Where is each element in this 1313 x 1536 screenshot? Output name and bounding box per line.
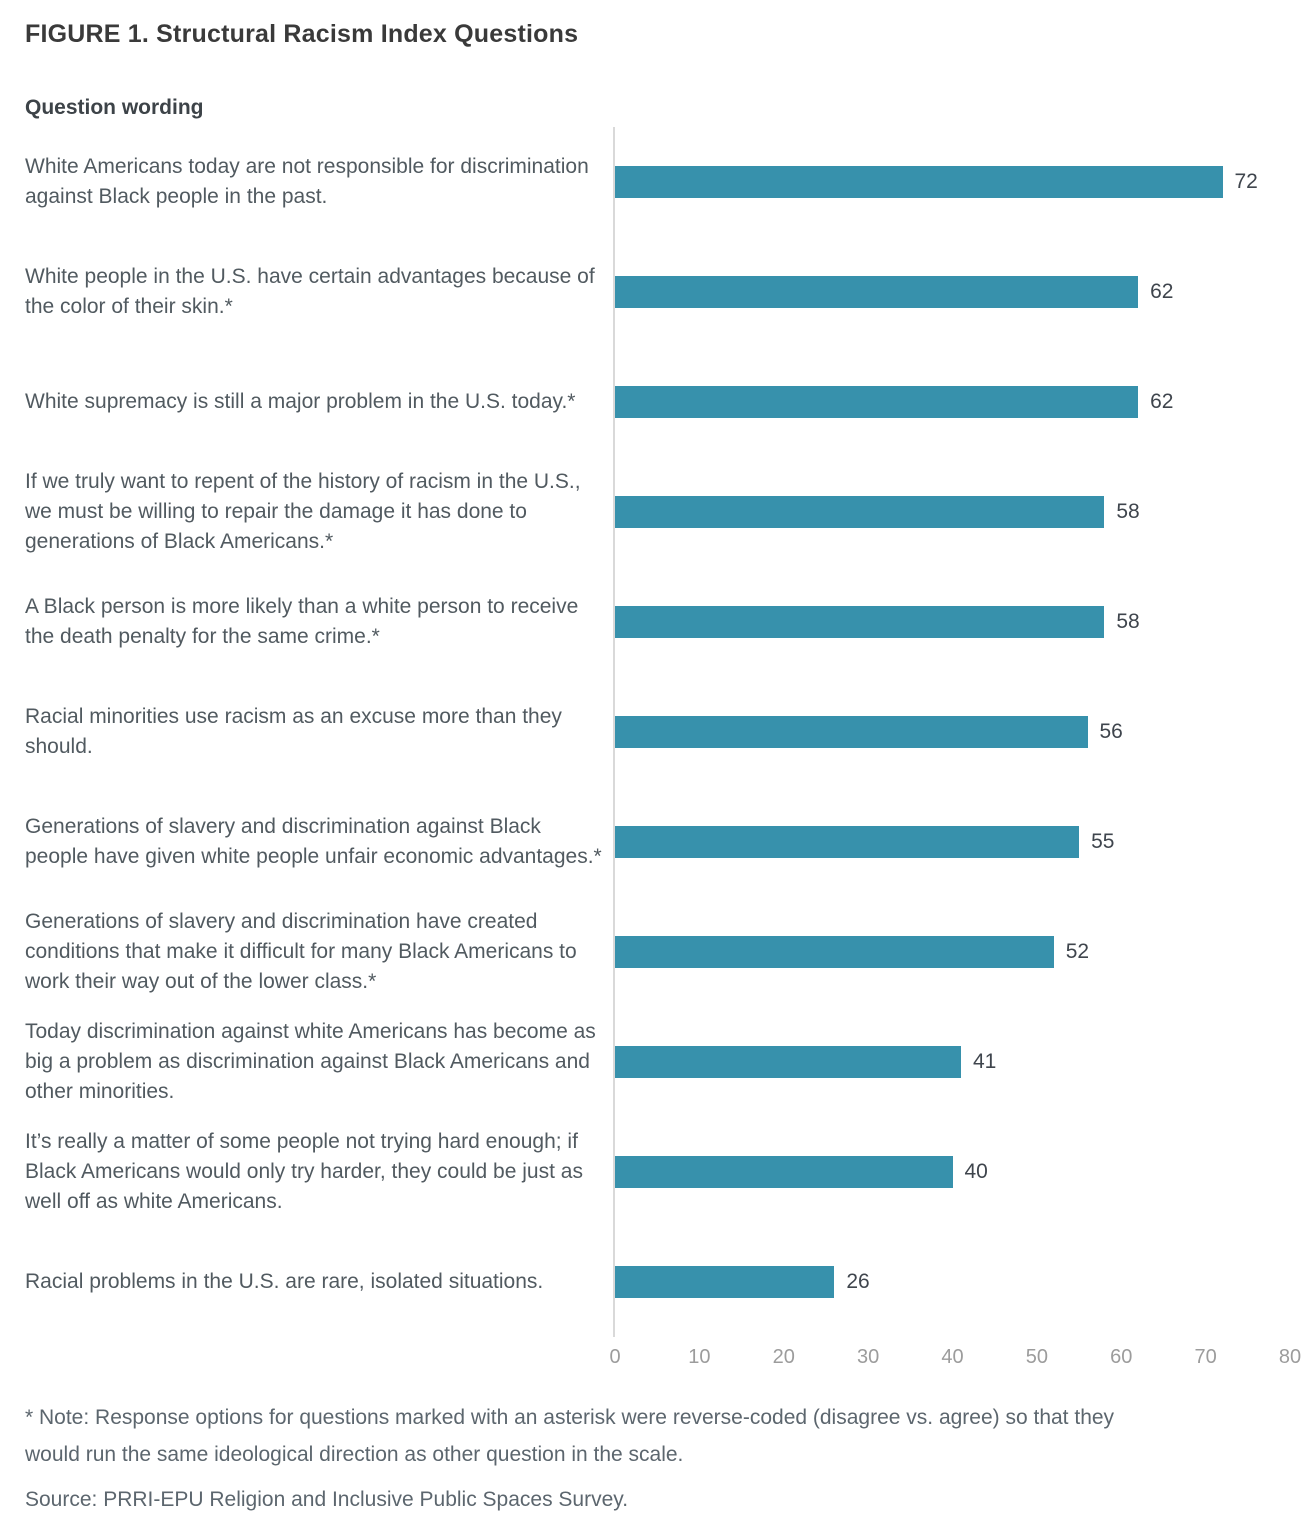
plot-cell: 58 (613, 567, 1290, 677)
chart-row: Racial minorities use racism as an excus… (25, 677, 1288, 787)
bar (615, 826, 1080, 858)
x-tick-label: 20 (772, 1346, 795, 1368)
question-label: It’s really a matter of some people not … (25, 1130, 583, 1213)
bar-value-label: 40 (964, 1160, 988, 1183)
bar (615, 606, 1105, 638)
chart-row: Today discrimination against white Ameri… (25, 1007, 1288, 1117)
bar (615, 936, 1054, 968)
plot-cell: 40 (613, 1117, 1290, 1227)
chart-row: It’s really a matter of some people not … (25, 1117, 1288, 1227)
chart-row: White people in the U.S. have certain ad… (25, 237, 1288, 347)
column-header-question-wording: Question wording (25, 96, 204, 119)
plot-cell: 52 (613, 897, 1290, 1007)
bar-value-label: 26 (846, 1270, 870, 1293)
question-label: White Americans today are not responsibl… (25, 155, 589, 208)
plot-cell: 26 (613, 1227, 1290, 1337)
plot-cell: 62 (613, 347, 1290, 457)
bar-value-label: 58 (1116, 500, 1140, 523)
question-label: Racial minorities use racism as an excus… (25, 705, 562, 758)
plot-cell: 62 (613, 237, 1290, 347)
structural-racism-index-bar-chart: White Americans today are not responsibl… (25, 127, 1301, 1383)
question-label: White people in the U.S. have certain ad… (25, 265, 595, 318)
bar (615, 166, 1223, 198)
bar-value-label: 56 (1099, 720, 1123, 743)
question-label: If we truly want to repent of the histor… (25, 470, 581, 553)
x-tick-label: 80 (1278, 1346, 1302, 1368)
bar (615, 276, 1139, 308)
plot-cell: 55 (613, 787, 1290, 897)
figure-title: FIGURE 1. Structural Racism Index Questi… (25, 20, 579, 48)
x-tick-label: 30 (857, 1346, 880, 1368)
chart-row: Racial problems in the U.S. are rare, is… (25, 1227, 1288, 1337)
footnote: * Note: Response options for questions m… (25, 1406, 1115, 1466)
bar (615, 1266, 835, 1298)
bar-value-label: 55 (1091, 830, 1115, 853)
question-label: Today discrimination against white Ameri… (25, 1020, 596, 1103)
chart-row: White supremacy is still a major problem… (25, 347, 1288, 457)
chart-row: Generations of slavery and discriminatio… (25, 897, 1288, 1007)
plot-cell: 41 (613, 1007, 1290, 1117)
plot-cell: 56 (613, 677, 1290, 787)
bar-value-label: 72 (1234, 170, 1258, 193)
question-label: Generations of slavery and discriminatio… (25, 910, 577, 993)
chart-row: A Black person is more likely than a whi… (25, 567, 1288, 677)
x-tick-label: 70 (1194, 1346, 1217, 1368)
bar (615, 1156, 953, 1188)
bar-value-label: 58 (1116, 610, 1140, 633)
bar (615, 496, 1105, 528)
bar (615, 386, 1139, 418)
question-label: Generations of slavery and discriminatio… (25, 815, 602, 868)
question-label: Racial problems in the U.S. are rare, is… (25, 1270, 544, 1294)
chart-row: If we truly want to repent of the histor… (25, 457, 1288, 567)
question-label: White supremacy is still a major problem… (25, 390, 576, 414)
bar-value-label: 62 (1150, 280, 1174, 303)
x-axis: 0 10 20 30 40 50 60 70 80 (609, 1337, 1301, 1383)
chart-row: Generations of slavery and discriminatio… (25, 787, 1288, 897)
x-tick-label: 60 (1110, 1346, 1133, 1368)
x-tick-label: 0 (609, 1346, 621, 1368)
bar (615, 716, 1088, 748)
x-tick-label: 10 (688, 1346, 711, 1368)
x-tick-label: 40 (941, 1346, 964, 1368)
bar-value-label: 41 (972, 1050, 997, 1073)
plot-cell: 72 (613, 127, 1290, 237)
bar-value-label: 62 (1150, 390, 1174, 413)
x-tick-label: 50 (1025, 1346, 1048, 1368)
source-line: Source: PRRI-EPU Religion and Inclusive … (25, 1488, 629, 1511)
chart-row: White Americans today are not responsibl… (25, 127, 1288, 237)
chart-rows: White Americans today are not responsibl… (25, 127, 1288, 1337)
plot-cell: 58 (613, 457, 1290, 567)
bar (615, 1046, 961, 1078)
bar-value-label: 52 (1065, 940, 1090, 963)
question-label: A Black person is more likely than a whi… (25, 595, 579, 648)
